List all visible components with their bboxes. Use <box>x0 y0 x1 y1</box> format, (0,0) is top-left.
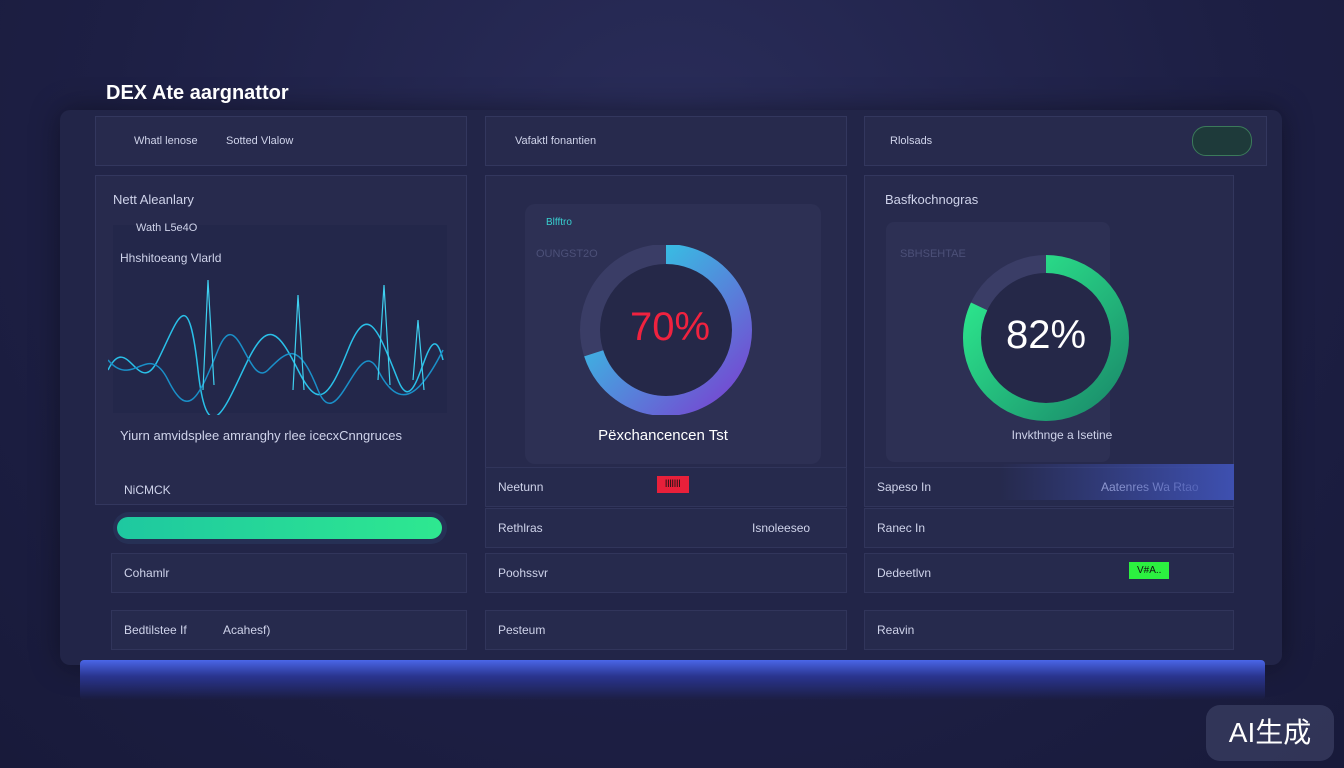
wave <box>108 333 444 405</box>
list-row[interactable] <box>864 508 1234 548</box>
row-extra: Isnoleeseo <box>752 521 811 535</box>
panel-line: Wath L5e4O <box>136 222 198 234</box>
gauge <box>963 255 1129 421</box>
list-row[interactable] <box>485 553 847 593</box>
tab-label: Vafaktl fonantien <box>515 135 597 147</box>
row-chip: lllllll <box>657 476 689 493</box>
row-label: NiCMCK <box>124 483 171 497</box>
row-chip: V#A.. <box>1129 562 1170 579</box>
panel-title: Nett Aleanlary <box>113 192 194 207</box>
wave-chart <box>108 279 444 415</box>
panel-caption: Pëxchancencen Tst <box>598 427 728 444</box>
gauge <box>580 245 752 415</box>
panel-caption: Invkthnge a Isetine <box>1011 428 1113 442</box>
tab-label: Whatl lenose <box>134 135 198 147</box>
row-label: Dedeetlvn <box>877 566 932 580</box>
watermark: AI生成 <box>1206 705 1334 761</box>
row-label: Reavin <box>877 623 915 637</box>
list-row[interactable] <box>485 610 847 650</box>
row-label: Bedtilstee If <box>124 623 187 637</box>
list-row[interactable] <box>485 508 847 548</box>
list-row[interactable] <box>864 553 1234 593</box>
card-subtitle: OUNGST2O <box>536 248 598 260</box>
card-subtitle: SBHSEHTAE <box>900 248 966 260</box>
row-label: Sapeso In <box>877 480 932 494</box>
card-title: Blfftro <box>546 217 572 228</box>
gauge-label: 70% <box>629 305 711 349</box>
gauge-inner <box>981 273 1111 403</box>
list-row[interactable] <box>111 610 467 650</box>
row-highlight <box>1000 464 1234 500</box>
panel-caption: Yiurn amvidsplee amranghy rlee icecxCnng… <box>120 428 403 443</box>
gauge-arc <box>963 255 1129 421</box>
glow-base <box>80 660 1265 700</box>
panel-title: Basfkochnogras <box>885 192 979 207</box>
spikes <box>202 279 425 391</box>
row-extra: Acahesf) <box>223 623 271 637</box>
tab-sublabel: Sotted Vlalow <box>226 135 294 147</box>
gauge-arc <box>580 245 752 415</box>
row-label: Pesteum <box>498 623 546 637</box>
tab-label: Rlolsads <box>890 135 933 147</box>
row-label: Ranec In <box>877 521 926 535</box>
app-title: DEX Ate aargnattor <box>106 82 289 104</box>
row-label: Poohssvr <box>498 566 549 580</box>
progress-bar <box>117 517 442 539</box>
panel-line: Hhshitoeang Vlarld <box>120 251 222 265</box>
list-row[interactable] <box>864 610 1234 650</box>
tab[interactable] <box>485 116 847 166</box>
list-row[interactable] <box>111 553 467 593</box>
wave <box>108 314 444 415</box>
toggle[interactable] <box>1192 126 1252 156</box>
row-label: Cohamlr <box>124 566 170 580</box>
row-label: Neetunn <box>498 480 544 494</box>
row-label: Rethlras <box>498 521 543 535</box>
gauge-label: 82% <box>1005 313 1087 357</box>
tab[interactable] <box>95 116 467 166</box>
gauge-inner <box>600 264 732 396</box>
